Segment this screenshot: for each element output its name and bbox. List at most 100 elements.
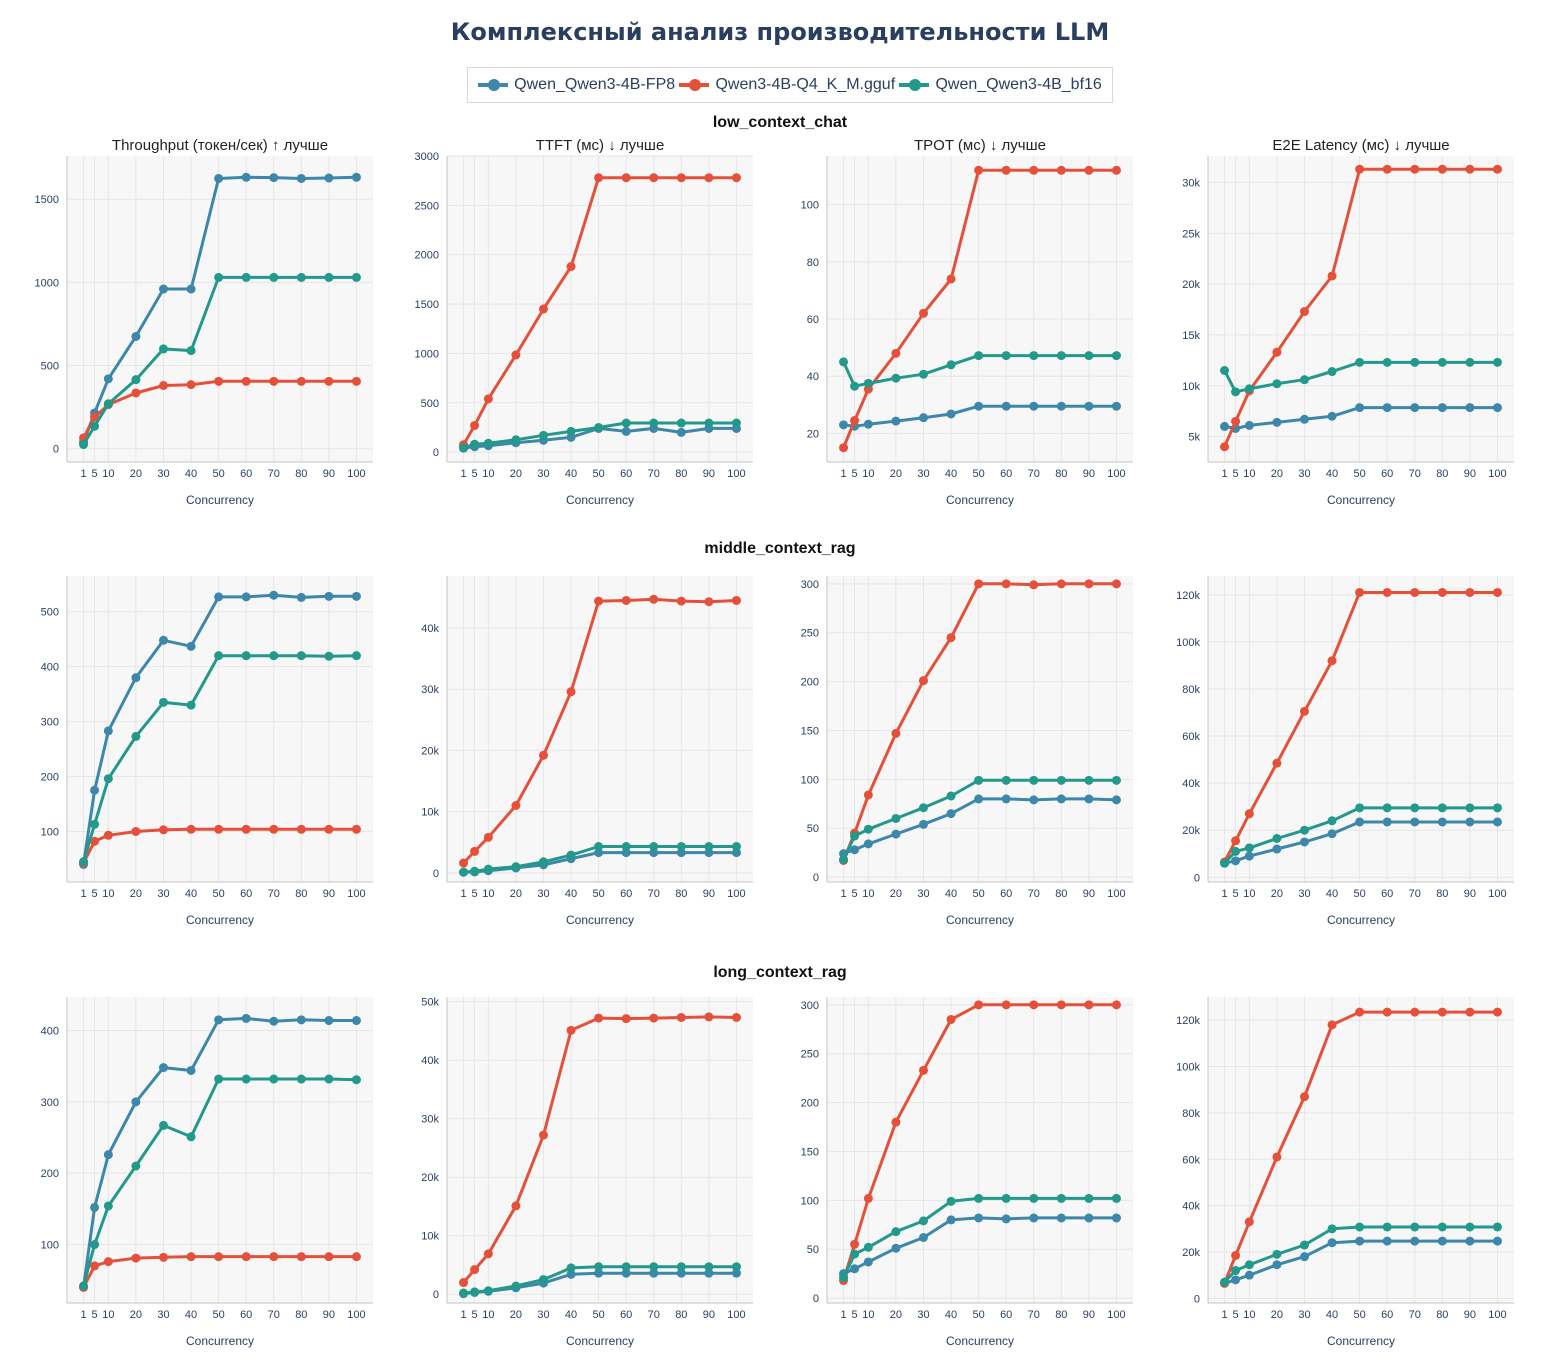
data-point-fp8 bbox=[186, 284, 196, 294]
x-tick-label: 80 bbox=[1436, 1309, 1448, 1321]
x-tick-label: 50 bbox=[592, 1309, 604, 1321]
data-point-bf16 bbox=[1272, 1249, 1282, 1259]
data-point-q4 bbox=[863, 1193, 873, 1203]
x-tick-label: 100 bbox=[347, 1309, 365, 1321]
data-point-fp8 bbox=[594, 1268, 604, 1278]
data-point-q4 bbox=[131, 388, 141, 398]
data-point-q4 bbox=[483, 1249, 493, 1259]
data-point-q4 bbox=[1056, 579, 1066, 589]
data-point-fp8 bbox=[1272, 417, 1282, 427]
y-tick-label: 2000 bbox=[415, 250, 439, 262]
data-point-q4 bbox=[351, 1252, 361, 1262]
data-point-bf16 bbox=[918, 803, 928, 813]
subplot-low_context_chat-throughput: 0 500 1000 1500 1 5 10 20 30 40 50 60 70 80 90 100 Concu… bbox=[35, 137, 373, 507]
data-point-q4 bbox=[1111, 1000, 1121, 1010]
data-point-bf16 bbox=[1327, 367, 1337, 377]
legend-item-q4[interactable]: Qwen3-4B-Q4_K_M.gguf bbox=[679, 76, 895, 94]
series-line-q4 bbox=[1223, 1010, 1498, 1284]
data-point-q4 bbox=[1492, 587, 1502, 597]
x-tick-label: 1 bbox=[460, 468, 466, 480]
x-tick-label: 40 bbox=[945, 1309, 957, 1321]
x-tick-label: 60 bbox=[1381, 888, 1393, 900]
legend-item-fp8[interactable]: Qwen_Qwen3-4B-FP8 bbox=[478, 76, 675, 94]
data-point-bf16 bbox=[1299, 1240, 1309, 1250]
x-tick-label: 60 bbox=[240, 888, 252, 900]
data-point-fp8 bbox=[1056, 794, 1066, 804]
series-line-q4 bbox=[842, 1003, 1117, 1281]
data-point-fp8 bbox=[974, 401, 984, 411]
data-point-fp8 bbox=[850, 845, 860, 855]
y-tick-label: 3000 bbox=[415, 151, 439, 163]
data-point-bf16 bbox=[241, 651, 251, 661]
y-tick-label: 30k bbox=[1182, 177, 1200, 189]
data-point-q4 bbox=[1029, 1000, 1039, 1010]
x-tick-label: 50 bbox=[972, 1309, 984, 1321]
data-point-q4 bbox=[1001, 165, 1011, 175]
data-point-fp8 bbox=[1410, 1236, 1420, 1246]
y-tick-label: 30k bbox=[421, 684, 439, 696]
y-tick-label: 150 bbox=[801, 725, 819, 737]
data-point-bf16 bbox=[839, 855, 849, 865]
x-tick-label: 30 bbox=[537, 1309, 549, 1321]
data-point-fp8 bbox=[90, 1202, 100, 1212]
legend-item-bf16[interactable]: Qwen_Qwen3-4B_bf16 bbox=[899, 76, 1102, 94]
data-point-fp8 bbox=[946, 1215, 956, 1225]
data-point-fp8 bbox=[186, 641, 196, 651]
data-point-bf16 bbox=[621, 418, 631, 428]
data-point-bf16 bbox=[1111, 775, 1121, 785]
data-point-q4 bbox=[974, 1000, 984, 1010]
x-tick-label: 80 bbox=[1436, 888, 1448, 900]
x-tick-label: 70 bbox=[268, 888, 280, 900]
data-point-bf16 bbox=[891, 1227, 901, 1237]
data-point-fp8 bbox=[621, 426, 631, 436]
data-point-fp8 bbox=[1272, 844, 1282, 854]
data-point-fp8 bbox=[676, 427, 686, 437]
data-point-bf16 bbox=[1244, 384, 1254, 394]
data-point-bf16 bbox=[649, 418, 659, 428]
data-point-fp8 bbox=[1111, 795, 1121, 805]
x-tick-label: 5 bbox=[1233, 888, 1239, 900]
x-tick-label: 30 bbox=[537, 888, 549, 900]
data-point-bf16 bbox=[1111, 1193, 1121, 1203]
legend-label-bf16: Qwen_Qwen3-4B_bf16 bbox=[935, 76, 1102, 93]
y-tick-label: 120k bbox=[1176, 590, 1200, 602]
data-point-bf16 bbox=[1465, 1222, 1475, 1232]
data-point-bf16 bbox=[324, 272, 334, 282]
data-point-q4 bbox=[538, 1130, 548, 1140]
y-tick-label: 80 bbox=[807, 257, 819, 269]
y-tick-label: 0 bbox=[433, 868, 439, 880]
x-tick-label: 5 bbox=[92, 1309, 98, 1321]
data-point-bf16 bbox=[974, 1193, 984, 1203]
y-tick-label: 250 bbox=[801, 1049, 819, 1061]
data-point-q4 bbox=[704, 597, 714, 607]
x-tick-label: 1 bbox=[840, 888, 846, 900]
data-point-q4 bbox=[1244, 1217, 1254, 1227]
x-tick-label: 90 bbox=[1083, 1309, 1095, 1321]
data-point-q4 bbox=[891, 1117, 901, 1127]
data-point-bf16 bbox=[1382, 1222, 1392, 1232]
data-point-bf16 bbox=[103, 774, 113, 784]
data-point-q4 bbox=[1355, 587, 1365, 597]
data-point-fp8 bbox=[863, 1257, 873, 1267]
data-point-q4 bbox=[459, 858, 469, 868]
data-point-q4 bbox=[1382, 1007, 1392, 1017]
data-point-bf16 bbox=[158, 697, 168, 707]
y-tick-label: 10k bbox=[1182, 381, 1200, 393]
data-point-fp8 bbox=[1231, 1275, 1241, 1285]
data-point-q4 bbox=[186, 380, 196, 390]
data-point-bf16 bbox=[676, 1262, 686, 1272]
data-point-q4 bbox=[90, 412, 100, 422]
data-point-q4 bbox=[351, 376, 361, 386]
y-tick-label: 500 bbox=[41, 361, 59, 373]
data-point-bf16 bbox=[594, 842, 604, 852]
data-point-fp8 bbox=[621, 1268, 631, 1278]
data-point-fp8 bbox=[891, 829, 901, 839]
x-tick-label: 40 bbox=[945, 468, 957, 480]
data-point-q4 bbox=[1465, 587, 1475, 597]
data-point-bf16 bbox=[676, 418, 686, 428]
data-point-bf16 bbox=[863, 378, 873, 388]
y-tick-label: 200 bbox=[41, 1168, 59, 1180]
x-tick-label: 20 bbox=[510, 468, 522, 480]
data-point-q4 bbox=[1382, 164, 1392, 174]
data-point-bf16 bbox=[594, 1262, 604, 1272]
